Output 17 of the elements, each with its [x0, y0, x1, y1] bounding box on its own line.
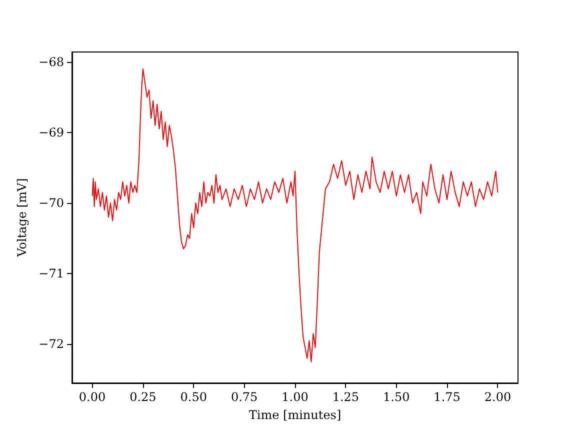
y-tick-label: −69: [38, 125, 64, 140]
x-tick-label: 0.50: [180, 390, 207, 404]
x-tick-label: 0.00: [78, 390, 106, 404]
x-tick-label: 0.25: [130, 390, 156, 404]
x-tick-label: 1.50: [383, 390, 410, 404]
y-tick-label: −68: [38, 54, 64, 69]
y-tick-label: −72: [38, 337, 64, 352]
x-tick-label: 1.75: [434, 390, 460, 404]
y-axis-title: Voltage [mV]: [14, 178, 29, 258]
x-axis-title: Time [minutes]: [248, 408, 342, 422]
x-tick-label: 1.00: [282, 390, 308, 404]
line-series: [92, 68, 498, 362]
y-tick-label: −70: [38, 196, 64, 210]
x-tick-label: 0.75: [230, 390, 258, 404]
y-tick-label: −71: [38, 266, 64, 281]
x-tick-label: 2.00: [484, 390, 512, 404]
x-tick-label: 1.25: [332, 390, 360, 404]
